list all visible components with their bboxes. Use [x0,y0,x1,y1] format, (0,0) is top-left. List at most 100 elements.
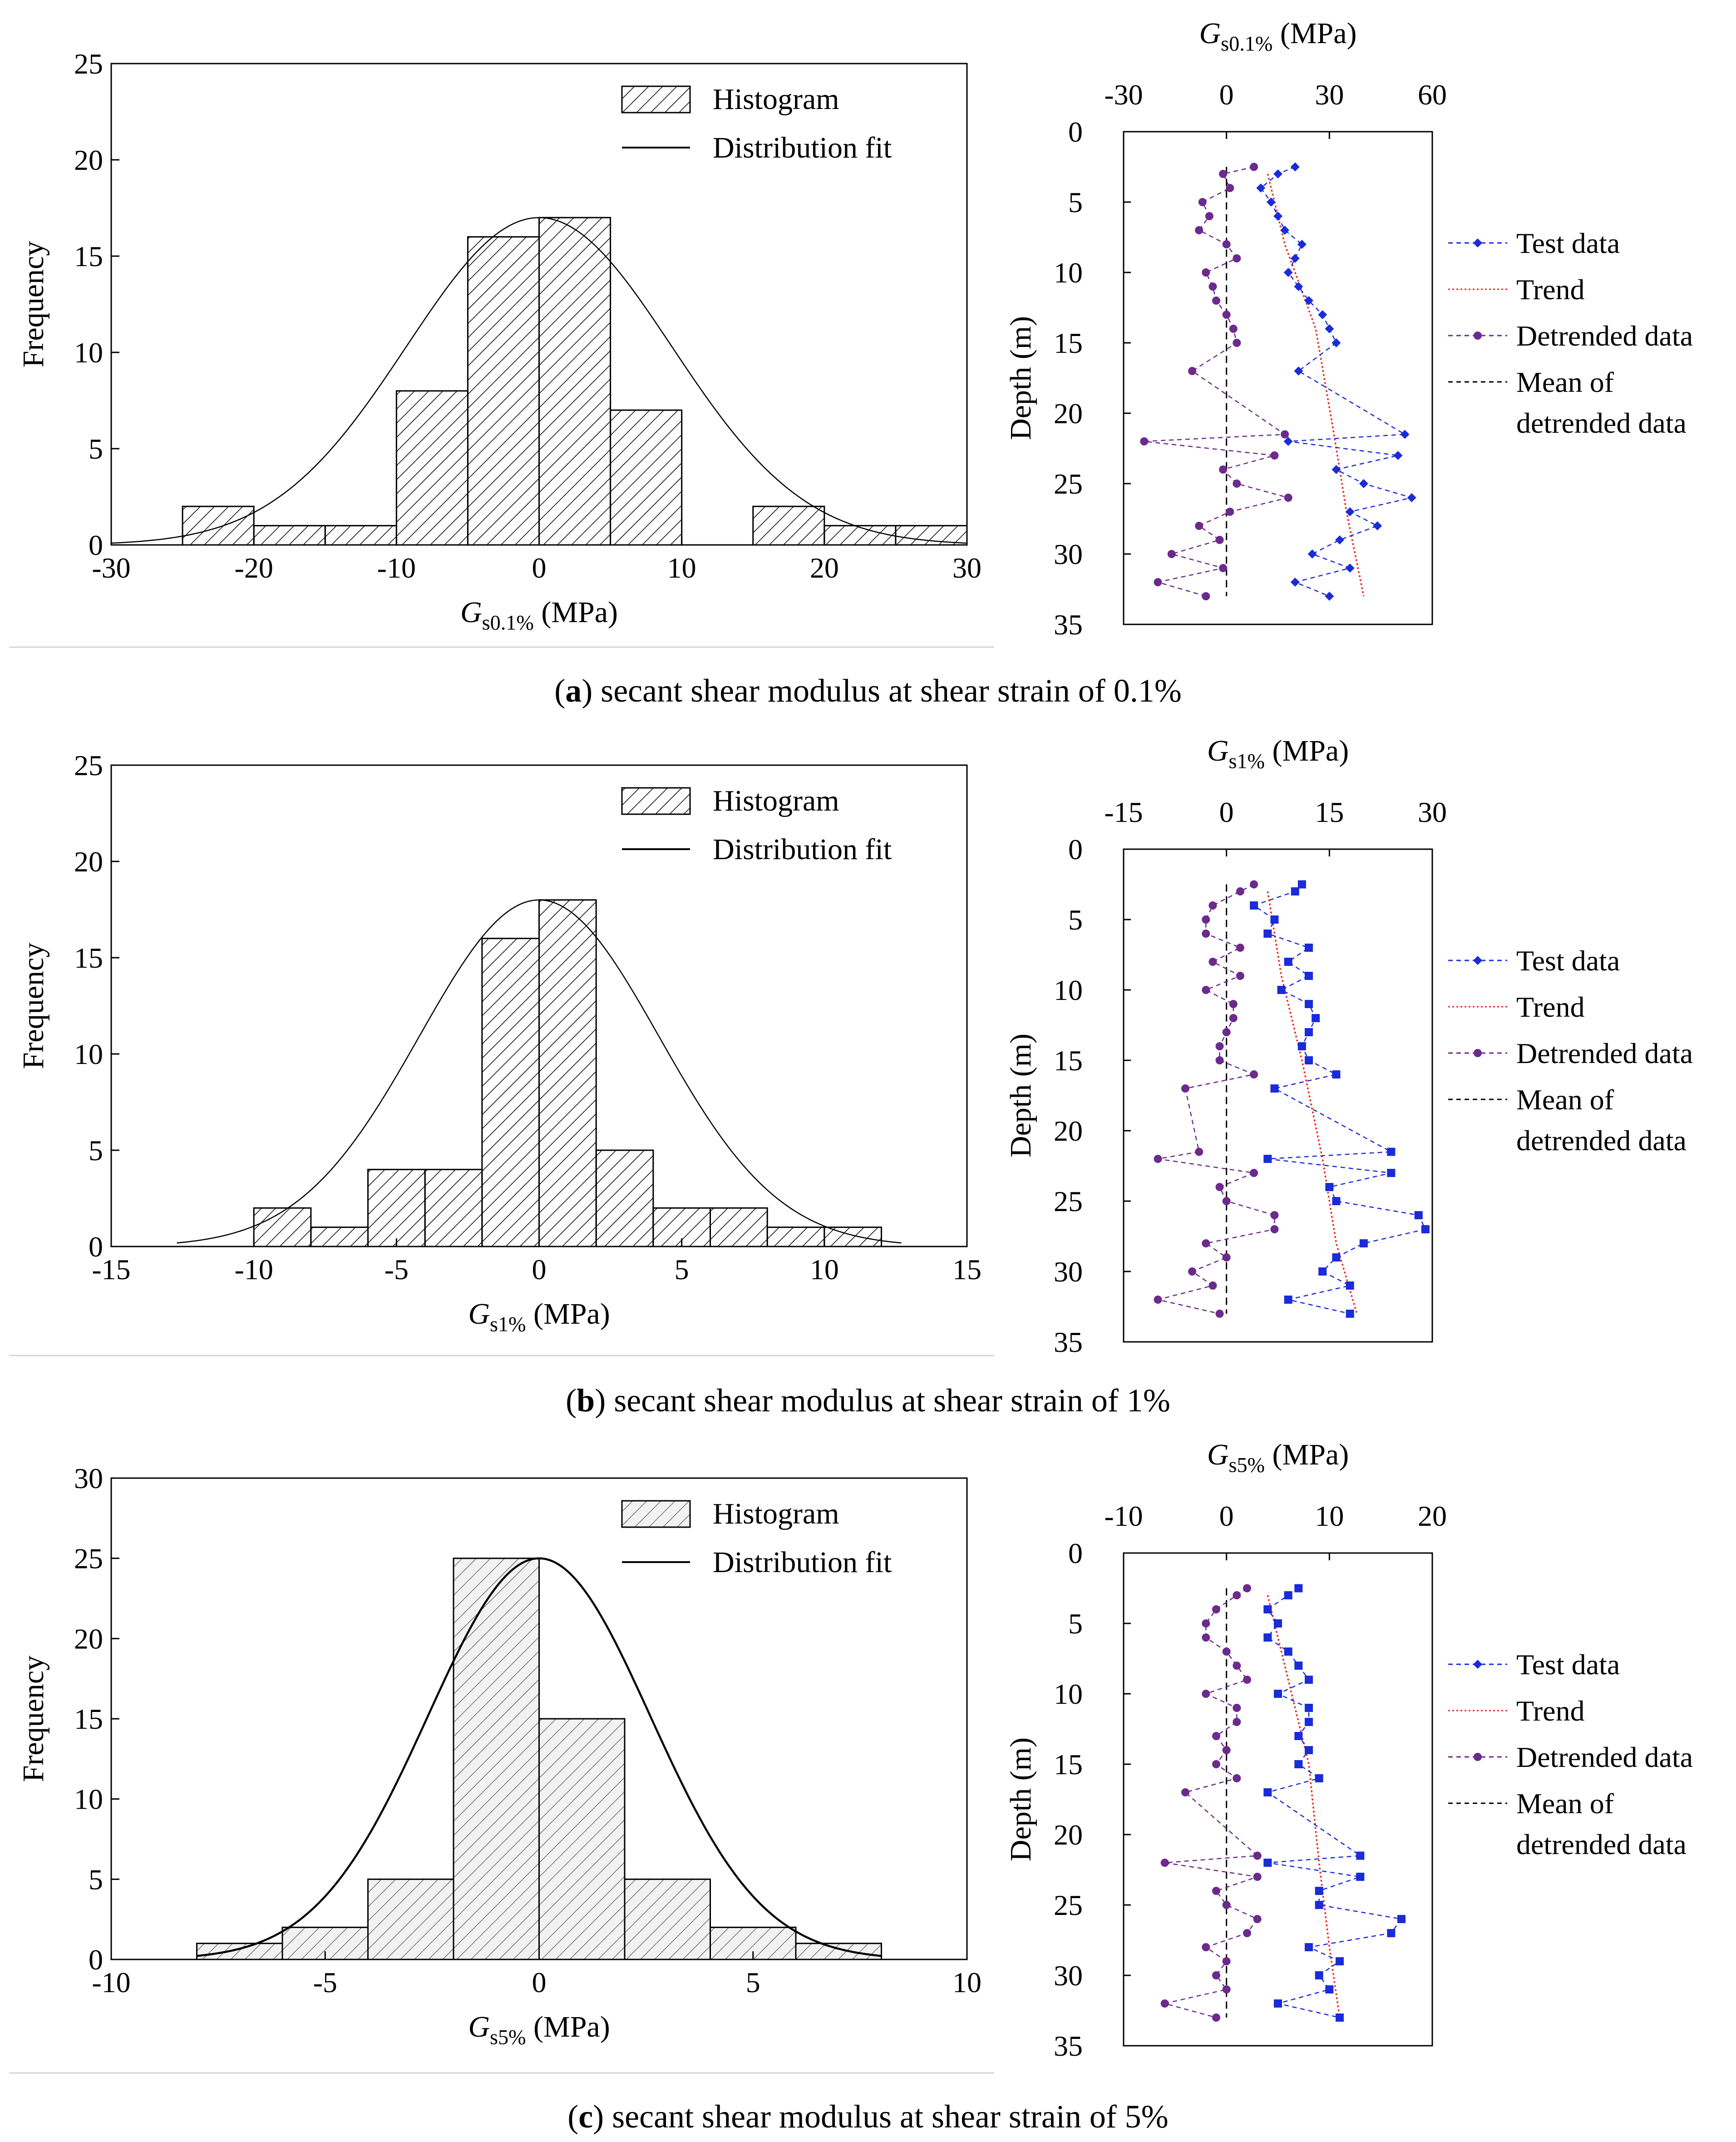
legend-fit-label: Distribution fit [713,131,892,164]
test-data-point [1346,1310,1354,1318]
x-axis-label: Gs0.1% (MPa) [460,596,618,634]
test-data-point [1315,1901,1323,1909]
y-axis-label: Frequency [17,1656,50,1782]
y-axis-label: Frequency [17,241,50,368]
detrended-point [1253,1851,1262,1860]
detrended-point [1212,297,1220,305]
histogram-bar [253,525,326,546]
legend-detrended-marker [1474,1753,1482,1761]
detrended-point [1222,240,1231,248]
detrended-point [1284,494,1292,502]
histogram-bar [367,1878,454,1960]
x-tick-label: 0 [1219,796,1234,828]
test-data-point [1284,1591,1292,1599]
x-tick-label: -10 [1104,1500,1143,1532]
test-data-point [1263,1155,1272,1163]
test-data-point [1263,1633,1272,1642]
test-data-point [1294,1584,1303,1593]
x-tick-label: 15 [952,1253,981,1286]
detrended-point [1154,578,1162,586]
detrended-point [1181,1084,1189,1093]
y-tick-label: 0 [89,529,103,561]
y-tick-label: 35 [1054,608,1083,641]
y-tick-label: 15 [74,942,103,974]
test-data-point [1318,310,1327,319]
y-tick-label: 0 [1068,116,1083,148]
histogram-bar [367,1168,426,1247]
test-data-point [1294,366,1303,376]
test-data-point [1283,437,1293,446]
test-data-point [1387,1169,1396,1177]
y-tick-label: 20 [1054,1115,1083,1147]
x-tick-label: -5 [385,1253,409,1286]
detrended-point [1233,1718,1241,1726]
histogram-bar [395,390,469,546]
test-data-point [1277,986,1286,994]
histogram-bar [467,236,540,546]
legend-test-label: Test data [1516,945,1620,977]
x-axis-label: Gs5% (MPa) [1207,1438,1349,1477]
x-tick-label: 10 [952,1966,981,1999]
detrended-point [1140,437,1149,445]
test-data-point [1397,1915,1406,1923]
histogram-bar [824,525,897,546]
test-data-point [1263,1605,1272,1613]
test-data-point [1263,930,1272,938]
depth-profile-chart-c: -10 0 10 20 0 5 10 15 20 25 30 35 Gs5% (MPa) Depth (m… [1004,1438,1693,2062]
x-axis-label: Gs0.1% (MPa) [1199,17,1356,55]
test-data-point [1305,1676,1313,1684]
test-data-point [1315,1774,1323,1782]
x-tick-label: 30 [952,552,981,584]
legend-trend-label: Trend [1516,273,1585,306]
detrended-point [1243,1584,1251,1593]
detrended-point [1233,254,1241,262]
detrended-point [1222,1901,1231,1909]
x-tick-label: 5 [675,1253,689,1286]
test-data-point [1315,1971,1323,1979]
detrended-point [1202,1619,1210,1628]
y-tick-label: 35 [1054,1326,1083,1358]
detrended-point [1202,592,1210,600]
y-tick-label: 5 [1068,904,1083,936]
test-data-point [1393,451,1403,460]
histogram-bar [610,409,683,546]
detrended-point [1222,1253,1231,1261]
detrended-point [1226,508,1234,516]
detrended-point [1188,1267,1197,1276]
test-data-point [1387,1148,1396,1156]
legend-mean-label-2: detrended data [1516,1124,1687,1157]
y-tick-label: 15 [74,240,103,272]
test-data-point [1312,1014,1320,1022]
histogram-bar [895,525,968,546]
detrended-point [1160,1999,1169,2008]
detrended-point [1215,1056,1224,1064]
legend-histogram-swatch [621,1500,691,1528]
histogram-bar [310,1227,369,1247]
test-data-point [1266,198,1276,207]
y-tick-label: 25 [1054,1185,1083,1217]
legend-histogram-label: Histogram [713,83,839,116]
plot-frame [1123,1552,1433,2047]
y-tick-label: 35 [1054,2030,1083,2062]
test-data-point [1270,915,1279,924]
detrended-point [1222,1746,1231,1754]
legend-test-label: Test data [1516,1648,1620,1681]
depth-profile-chart-a: -30 0 30 60 0 5 10 15 20 25 30 35 Gs0.1% (MPa) Depth … [1004,17,1693,641]
legend-histogram-label: Histogram [713,1497,839,1530]
detrended-point [1233,1591,1241,1599]
y-tick-label: 10 [1054,257,1083,289]
test-data-point [1373,521,1382,530]
test-data-point [1318,1267,1327,1276]
y-tick-label: 25 [74,749,103,782]
test-data-point [1305,972,1313,980]
detrended-point [1281,430,1289,439]
test-data-point [1332,338,1341,347]
test-data-point [1304,296,1313,305]
histogram-chart-b: -15 -10 -5 0 5 10 15 0 5 10 15 20 25 Gs1% (MPa) Freque… [17,749,981,1336]
x-tick-label: -10 [377,552,416,584]
x-tick-label: 0 [532,552,547,584]
legend-detrended-marker [1474,331,1482,340]
plot-frame [1123,131,1433,625]
x-tick-label: 20 [1418,1500,1447,1532]
y-tick-label: 10 [74,336,103,369]
